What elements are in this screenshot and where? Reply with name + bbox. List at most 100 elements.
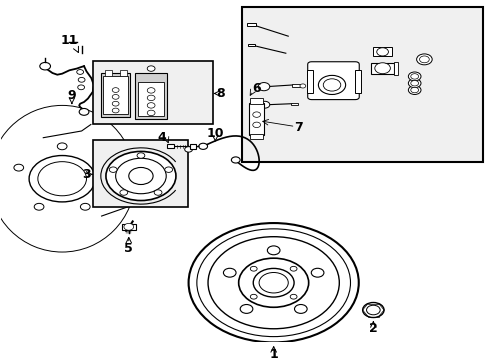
Circle shape <box>419 56 428 63</box>
Circle shape <box>78 77 85 82</box>
Bar <box>249 103 264 135</box>
Circle shape <box>362 302 383 318</box>
Circle shape <box>407 79 420 88</box>
Circle shape <box>311 268 323 277</box>
Bar <box>393 62 397 75</box>
Text: 8: 8 <box>215 87 224 100</box>
Circle shape <box>299 84 305 88</box>
Circle shape <box>323 79 340 91</box>
Text: 2: 2 <box>368 322 377 335</box>
Circle shape <box>147 110 155 116</box>
Circle shape <box>289 294 296 299</box>
Circle shape <box>123 224 133 230</box>
Circle shape <box>231 157 240 163</box>
Bar <box>93 61 213 124</box>
Bar <box>306 69 312 94</box>
Text: 7: 7 <box>293 121 302 134</box>
Circle shape <box>147 66 155 71</box>
Circle shape <box>259 273 287 293</box>
Circle shape <box>374 63 389 74</box>
Circle shape <box>14 164 23 171</box>
Circle shape <box>128 167 153 185</box>
Circle shape <box>120 190 127 195</box>
Bar <box>190 144 196 149</box>
Circle shape <box>29 156 95 202</box>
FancyBboxPatch shape <box>307 62 359 100</box>
Circle shape <box>366 305 379 315</box>
Circle shape <box>154 190 162 195</box>
Circle shape <box>238 258 308 307</box>
Bar <box>166 144 173 148</box>
Text: 5: 5 <box>124 242 133 255</box>
Circle shape <box>318 75 345 94</box>
Text: 11: 11 <box>61 34 78 47</box>
Bar <box>101 73 130 117</box>
Bar <box>119 69 126 76</box>
Circle shape <box>267 246 280 255</box>
Circle shape <box>410 74 418 79</box>
Text: 4: 4 <box>157 131 166 144</box>
Circle shape <box>294 305 306 313</box>
Circle shape <box>252 122 260 127</box>
Circle shape <box>116 158 166 194</box>
Circle shape <box>410 87 418 93</box>
Bar <box>122 224 135 230</box>
Circle shape <box>79 108 89 115</box>
Bar <box>291 84 300 87</box>
Circle shape <box>289 266 296 271</box>
Circle shape <box>109 167 117 172</box>
Bar <box>93 140 187 207</box>
Bar <box>370 63 393 74</box>
Circle shape <box>250 266 257 271</box>
Circle shape <box>77 69 83 75</box>
Bar <box>105 69 112 76</box>
Circle shape <box>38 162 86 196</box>
Text: 10: 10 <box>206 127 224 140</box>
Circle shape <box>407 86 420 94</box>
Text: 1: 1 <box>269 348 278 360</box>
Circle shape <box>376 48 387 56</box>
Circle shape <box>34 203 44 210</box>
Text: 3: 3 <box>82 168 91 181</box>
Circle shape <box>137 153 144 158</box>
Text: 6: 6 <box>252 82 261 95</box>
Circle shape <box>106 152 176 201</box>
Circle shape <box>97 159 107 166</box>
Circle shape <box>147 103 155 108</box>
Circle shape <box>112 101 119 106</box>
Circle shape <box>253 269 293 297</box>
Circle shape <box>147 95 155 101</box>
Circle shape <box>416 54 431 65</box>
Circle shape <box>40 62 50 70</box>
Bar <box>250 98 263 104</box>
Bar <box>250 134 263 139</box>
Bar <box>290 103 297 105</box>
Bar <box>248 44 255 46</box>
Circle shape <box>147 88 155 93</box>
Circle shape <box>80 203 90 210</box>
Circle shape <box>112 88 119 93</box>
Circle shape <box>258 82 269 91</box>
Circle shape <box>164 167 172 172</box>
Circle shape <box>250 294 257 299</box>
Circle shape <box>207 237 339 329</box>
Circle shape <box>252 112 260 117</box>
Bar <box>355 69 361 94</box>
Circle shape <box>78 85 84 90</box>
Bar <box>372 48 391 56</box>
Text: 9: 9 <box>67 89 76 102</box>
Bar <box>246 23 255 26</box>
Circle shape <box>57 143 67 150</box>
Circle shape <box>410 81 418 86</box>
Circle shape <box>197 229 350 337</box>
Circle shape <box>112 108 119 113</box>
Circle shape <box>260 101 269 108</box>
Bar <box>135 73 166 119</box>
Circle shape <box>112 94 119 99</box>
Bar <box>137 82 164 116</box>
Bar <box>103 76 127 114</box>
Circle shape <box>184 147 192 152</box>
Circle shape <box>407 72 420 81</box>
Circle shape <box>240 305 252 313</box>
Circle shape <box>199 143 207 149</box>
